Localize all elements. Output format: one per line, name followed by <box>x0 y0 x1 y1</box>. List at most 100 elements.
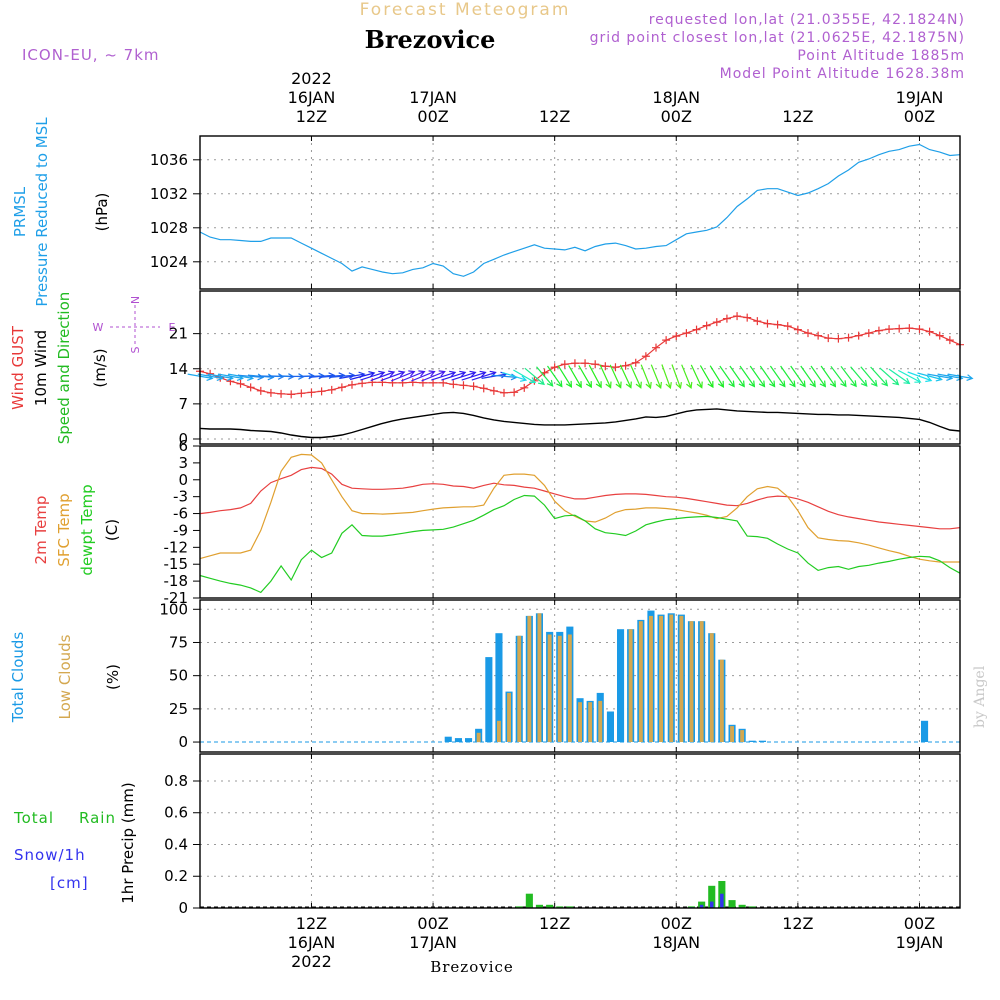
precip-tick-label: 0.2 <box>164 867 188 885</box>
gust-marker <box>935 331 944 340</box>
gust-marker <box>905 324 914 333</box>
clouds-frame <box>199 599 961 753</box>
temp-unit: (C) <box>103 519 121 541</box>
time-label-top: 00Z <box>904 107 935 126</box>
temp-frame <box>199 445 961 599</box>
gust-marker <box>317 387 326 396</box>
gust-marker <box>570 359 579 368</box>
time-label-bottom: 2022 <box>291 952 332 971</box>
wind-tick-label: 21 <box>169 325 188 343</box>
wind-frame <box>199 290 961 445</box>
gust-marker <box>459 381 468 390</box>
y-tick-labels: 1024 1028 1032 1036 0 7 14 21 -21-18-15-12-9-6-3… <box>150 151 200 917</box>
compass-w: W <box>93 321 104 334</box>
gust-marker <box>712 318 721 327</box>
low-clouds-bar <box>537 613 542 743</box>
low-clouds-bar <box>659 615 663 742</box>
snow-bar <box>699 904 704 908</box>
gust-marker <box>500 388 508 397</box>
gust-marker <box>348 380 356 389</box>
precip-plot <box>200 881 960 908</box>
precip-unit: 1hr Precip (mm) <box>119 782 137 903</box>
compass-n: N <box>129 296 142 304</box>
low-clouds-label: Low Clouds <box>56 634 74 719</box>
time-label-bottom: 12Z <box>539 914 570 933</box>
gust-marker <box>449 380 458 389</box>
precip-tick-label: 0.4 <box>164 835 188 853</box>
clouds-tick-label: 0 <box>178 733 188 751</box>
temp-tick-label: -18 <box>164 572 189 590</box>
time-label-top: 19JAN <box>896 88 944 107</box>
wind-direction-arrow <box>830 365 847 388</box>
gust-marker <box>824 334 833 343</box>
wind-direction-arrow <box>513 369 537 384</box>
gust-marker <box>307 388 316 397</box>
wind-direction-arrow <box>888 368 911 385</box>
time-label-top: 12Z <box>296 107 327 126</box>
time-label-bottom: 16JAN <box>288 933 336 952</box>
low-clouds-bar <box>497 720 501 742</box>
wind-direction-arrow <box>850 366 868 387</box>
gust-marker <box>327 385 336 394</box>
precip-tick-label: 0.8 <box>164 772 188 790</box>
low-clouds-bar <box>699 621 704 742</box>
clouds-unit: (%) <box>104 664 122 690</box>
wind-tick-label: 7 <box>178 395 188 413</box>
low-clouds-bar <box>679 615 684 742</box>
wind-direction-arrow <box>238 373 265 381</box>
super-title: Forecast Meteogram <box>360 0 571 20</box>
gust-marker <box>358 379 367 388</box>
wind-tick-label: 14 <box>169 360 188 378</box>
panel-frames <box>199 135 961 909</box>
wind-direction-arrow <box>650 364 662 390</box>
footer-location: Brezovice <box>430 958 514 976</box>
gust-marker <box>591 360 600 369</box>
gust-marker <box>763 319 772 328</box>
wind-direction-arrow <box>729 365 745 388</box>
pressure-tick-label: 1024 <box>150 253 188 271</box>
pressure-line <box>199 143 961 277</box>
low-clouds-bar <box>638 621 643 742</box>
low-clouds-bar <box>628 629 633 742</box>
gust-marker <box>631 358 640 367</box>
time-label-top: 2022 <box>291 69 332 88</box>
wind-plot <box>187 312 974 439</box>
gust-marker <box>256 386 265 395</box>
dewpt-line <box>199 494 961 594</box>
wind-direction-arrow <box>640 364 652 390</box>
gust-marker <box>682 329 691 338</box>
model-label: ICON-EU, ~ 7km <box>22 46 160 64</box>
wind-direction-arrow <box>451 370 477 381</box>
time-label-top: 12Z <box>539 107 570 126</box>
low-clouds-bar <box>598 700 603 743</box>
rain-bar <box>708 885 716 908</box>
wind-unit: (m/s) <box>91 348 109 387</box>
gust-marker <box>804 329 812 338</box>
precip-tick-label: 0.6 <box>164 804 188 822</box>
time-label-bottom: 12Z <box>296 914 327 933</box>
wind-direction-arrow <box>780 365 796 388</box>
wind-direction-arrow <box>769 365 786 388</box>
wind-direction-arrow <box>879 367 900 386</box>
wind-direction-arrow <box>370 370 396 382</box>
gust-marker <box>702 321 711 330</box>
wind-direction-arrow <box>547 365 563 388</box>
wind-direction-arrow <box>661 364 672 390</box>
snow-label: Snow/1h <box>14 846 86 864</box>
time-label-bottom: 19JAN <box>896 933 944 952</box>
wind-direction-arrow <box>681 364 693 390</box>
wind-direction-arrow <box>709 365 725 388</box>
low-clouds-bar <box>719 659 724 742</box>
time-label-top: 12Z <box>782 107 813 126</box>
time-label-bottom: 00Z <box>417 914 448 933</box>
pressure-msl-label: Pressure Reduced to MSL <box>33 117 51 307</box>
wind-direction-arrow <box>840 365 857 388</box>
time-label-top: 16JAN <box>288 88 336 107</box>
gust-marker <box>834 334 843 343</box>
gust-marker <box>337 383 346 392</box>
precip-frame <box>199 753 961 909</box>
time-axis-labels: 202216JAN12Z12Z16JAN202217JAN00Z00Z17JAN… <box>288 69 944 971</box>
snow-bar <box>710 901 714 908</box>
wind-direction-arrow <box>917 372 943 382</box>
cloud-labels: Total Clouds Low Clouds (%) <box>9 632 122 724</box>
